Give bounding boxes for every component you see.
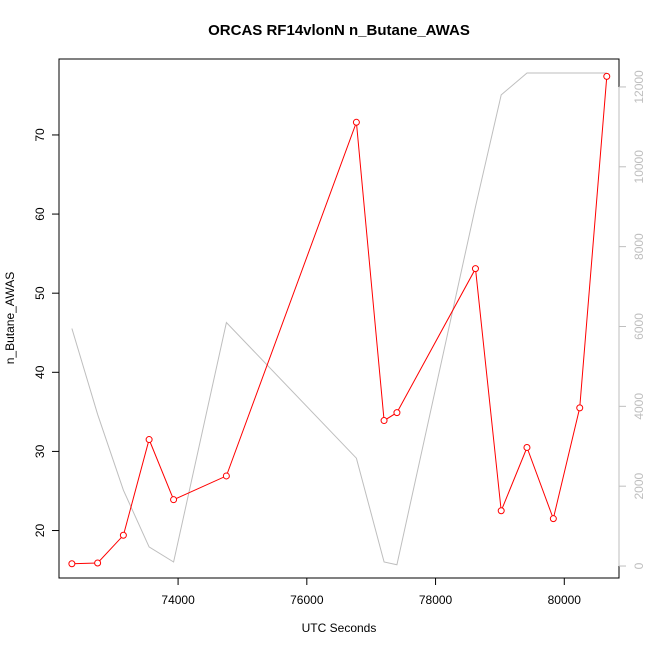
y-axis-label: n_Butane_AWAS [3, 272, 17, 365]
x-tick-label: 74000 [161, 593, 195, 607]
data-point [603, 72, 611, 80]
data-point [68, 560, 76, 568]
y2-tick-label: 0 [632, 562, 646, 569]
y2-tick-label: 8000 [632, 233, 646, 260]
data-point [352, 118, 360, 126]
y-tick-label: 50 [33, 286, 47, 300]
y-tick-label: 40 [33, 365, 47, 379]
y2-tick-label: 12000 [632, 70, 646, 104]
y2-tick-label: 4000 [632, 393, 646, 420]
x-tick-label: 76000 [290, 593, 324, 607]
y-tick-label: 70 [33, 128, 47, 142]
x-tick-label: 78000 [419, 593, 453, 607]
chart-title: ORCAS RF14vlonN n_Butane_AWAS [208, 22, 470, 39]
data-point [393, 409, 401, 417]
y-tick-label: 30 [33, 444, 47, 458]
data-point [523, 443, 531, 451]
plot-area [58, 58, 620, 579]
y2-tick-label: 2000 [632, 473, 646, 500]
y2-tick-label: 6000 [632, 313, 646, 340]
data-point [576, 404, 584, 412]
data-point [471, 265, 479, 273]
y2-tick-label: 10000 [632, 150, 646, 184]
data-point [222, 472, 230, 480]
y-tick-label: 60 [33, 207, 47, 221]
y-tick-label: 20 [33, 524, 47, 538]
series-line-left [71, 76, 608, 565]
data-point [119, 531, 127, 539]
x-axis: 74000 76000 78000 80000 [161, 577, 582, 607]
data-point [170, 496, 178, 504]
data-point [145, 436, 153, 444]
data-point [380, 417, 388, 425]
series-layer [68, 72, 611, 568]
x-axis-label: UTC Seconds [302, 621, 377, 635]
data-point [497, 507, 505, 515]
data-point [549, 515, 557, 523]
y-axis-left: 20 30 40 50 60 70 [33, 128, 60, 538]
y-axis-right: 0 2000 4000 6000 8000 10000 12000 [618, 70, 646, 569]
data-point [94, 559, 102, 567]
series-line-right [71, 72, 607, 566]
x-tick-label: 80000 [548, 593, 582, 607]
